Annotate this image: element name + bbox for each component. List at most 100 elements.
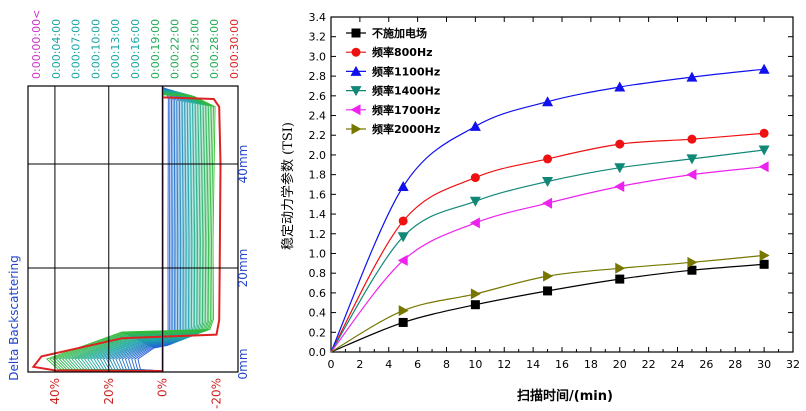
- x-tick-label: 2: [356, 358, 363, 371]
- y-tick-label: 2.0: [309, 149, 327, 162]
- x-tick-label: 4: [385, 358, 392, 371]
- data-point: [686, 169, 697, 181]
- data-point: [687, 134, 697, 144]
- y-tick-label: 2.8: [309, 70, 327, 83]
- profile-curve: [45, 94, 216, 372]
- y-tick-label: 3.0: [309, 50, 327, 63]
- legend-label: 频率800Hz: [372, 45, 433, 59]
- frame-border: [27, 85, 239, 373]
- legend-label: 频率1400Hz: [372, 84, 440, 98]
- tsi-line-chart: 0 2 4 6 8 10 12 14 16 18 20 22 24 26 28 30 32 0.00.20.40…: [280, 11, 800, 404]
- data-point: [614, 163, 626, 174]
- data-point: [615, 139, 625, 149]
- data-point: [758, 63, 770, 74]
- data-point: [398, 216, 408, 226]
- y-tick-label: 0.4: [309, 307, 327, 320]
- data-point: [614, 81, 626, 92]
- data-point: [687, 265, 697, 275]
- data-point: [351, 123, 362, 135]
- y-tick-label: 2.4: [309, 110, 327, 123]
- y-tick-label: 1.6: [309, 188, 327, 201]
- legend-label: 不施加电场: [372, 26, 427, 40]
- data-point: [542, 177, 554, 188]
- data-point: [759, 259, 769, 269]
- series-3: [330, 145, 770, 353]
- data-point: [615, 262, 626, 274]
- data-point: [351, 47, 361, 57]
- x-tick-label: 18: [584, 358, 598, 371]
- y-tick-label: 1.2: [309, 228, 327, 241]
- data-point: [470, 173, 480, 183]
- time-labels: 0:00:00:00< 0:00:04:00 0:00:07:00 0:00:10:0…: [30, 10, 241, 79]
- x-tick-label: 0: [328, 358, 335, 371]
- time-label-2: 0:00:07:00: [70, 19, 83, 79]
- data-point: [758, 161, 769, 173]
- x-axis-label: 扫描时间/(min): [517, 388, 613, 404]
- data-point: [758, 145, 770, 156]
- y-tick-labels: 0mm 20mm 40mm: [236, 145, 250, 380]
- data-point: [397, 254, 408, 266]
- backscattering-curves: [31, 86, 222, 372]
- x-tick-label: 20: [613, 358, 627, 371]
- y-tick-label: 2.2: [309, 129, 327, 142]
- data-point: [469, 120, 481, 131]
- data-point: [470, 288, 481, 300]
- profile-curve: [74, 92, 202, 372]
- series-4: [330, 161, 769, 353]
- x-tick-label: 32: [786, 358, 800, 371]
- data-point: [350, 104, 361, 116]
- x-tick-label: 20%: [102, 378, 116, 405]
- profile-curve: [102, 89, 187, 372]
- data-point: [397, 232, 409, 243]
- profile-curve: [118, 88, 179, 372]
- time-label-9: 0:00:28:00: [208, 19, 221, 79]
- y-tick-label: 0.0: [309, 346, 327, 359]
- data-point: [469, 196, 481, 207]
- series-2: [330, 63, 770, 353]
- data-point: [543, 154, 553, 164]
- y-axis-label: Delta Backscattering: [7, 255, 21, 380]
- profile-curve: [96, 90, 190, 372]
- time-label-3: 0:00:10:00: [89, 19, 102, 79]
- x-tick-label: 0%: [156, 378, 170, 397]
- x-tick-label: 8: [443, 358, 450, 371]
- profile-curve: [83, 91, 197, 372]
- y-tick-label: 0.6: [309, 287, 327, 300]
- y-tick-labels: 0.0 0.2 0.4 0.6 0.8 1.0 1.2 1.4 1.6 1.8 2.0 2.2 2.4 2…: [309, 11, 327, 359]
- data-point: [687, 256, 698, 268]
- y-tick-label: 3.4: [309, 11, 327, 24]
- profile-curve: [71, 92, 203, 372]
- data-point: [350, 65, 362, 76]
- x-tick-label: 24: [671, 358, 685, 371]
- x-tick-label: 12: [497, 358, 511, 371]
- time-label-10: 0:00:30:00: [228, 19, 241, 79]
- y-tick-label: 20mm: [236, 249, 250, 288]
- data-point: [542, 197, 553, 209]
- y-tick-label: 40mm: [236, 145, 250, 184]
- data-point: [398, 317, 408, 327]
- time-label-1: 0:00:04:00: [50, 19, 63, 79]
- data-point: [470, 300, 480, 310]
- y-tick-label: 0mm: [236, 348, 250, 379]
- profile-curve: [124, 87, 176, 372]
- y-tick-label: 0.8: [309, 267, 327, 280]
- time-label-5: 0:00:16:00: [129, 19, 142, 79]
- y-tick-label: 0.2: [309, 326, 327, 339]
- data-point: [759, 128, 769, 138]
- x-tick-label: 22: [642, 358, 656, 371]
- data-point: [350, 86, 362, 97]
- time-label-6: 0:00:19:00: [149, 19, 162, 79]
- x-tick-label: 30: [757, 358, 771, 371]
- data-point: [397, 180, 409, 191]
- y-tick-label: 1.0: [309, 247, 327, 260]
- data-point: [686, 154, 698, 165]
- x-tick-label: 28: [728, 358, 742, 371]
- series-1: [330, 128, 769, 353]
- series-lines: [330, 63, 770, 353]
- profile-curve: [131, 87, 172, 372]
- profile-curve: [90, 90, 193, 372]
- data-point: [615, 274, 625, 284]
- x-tick-label: -20%: [209, 378, 223, 409]
- data-point: [351, 28, 361, 38]
